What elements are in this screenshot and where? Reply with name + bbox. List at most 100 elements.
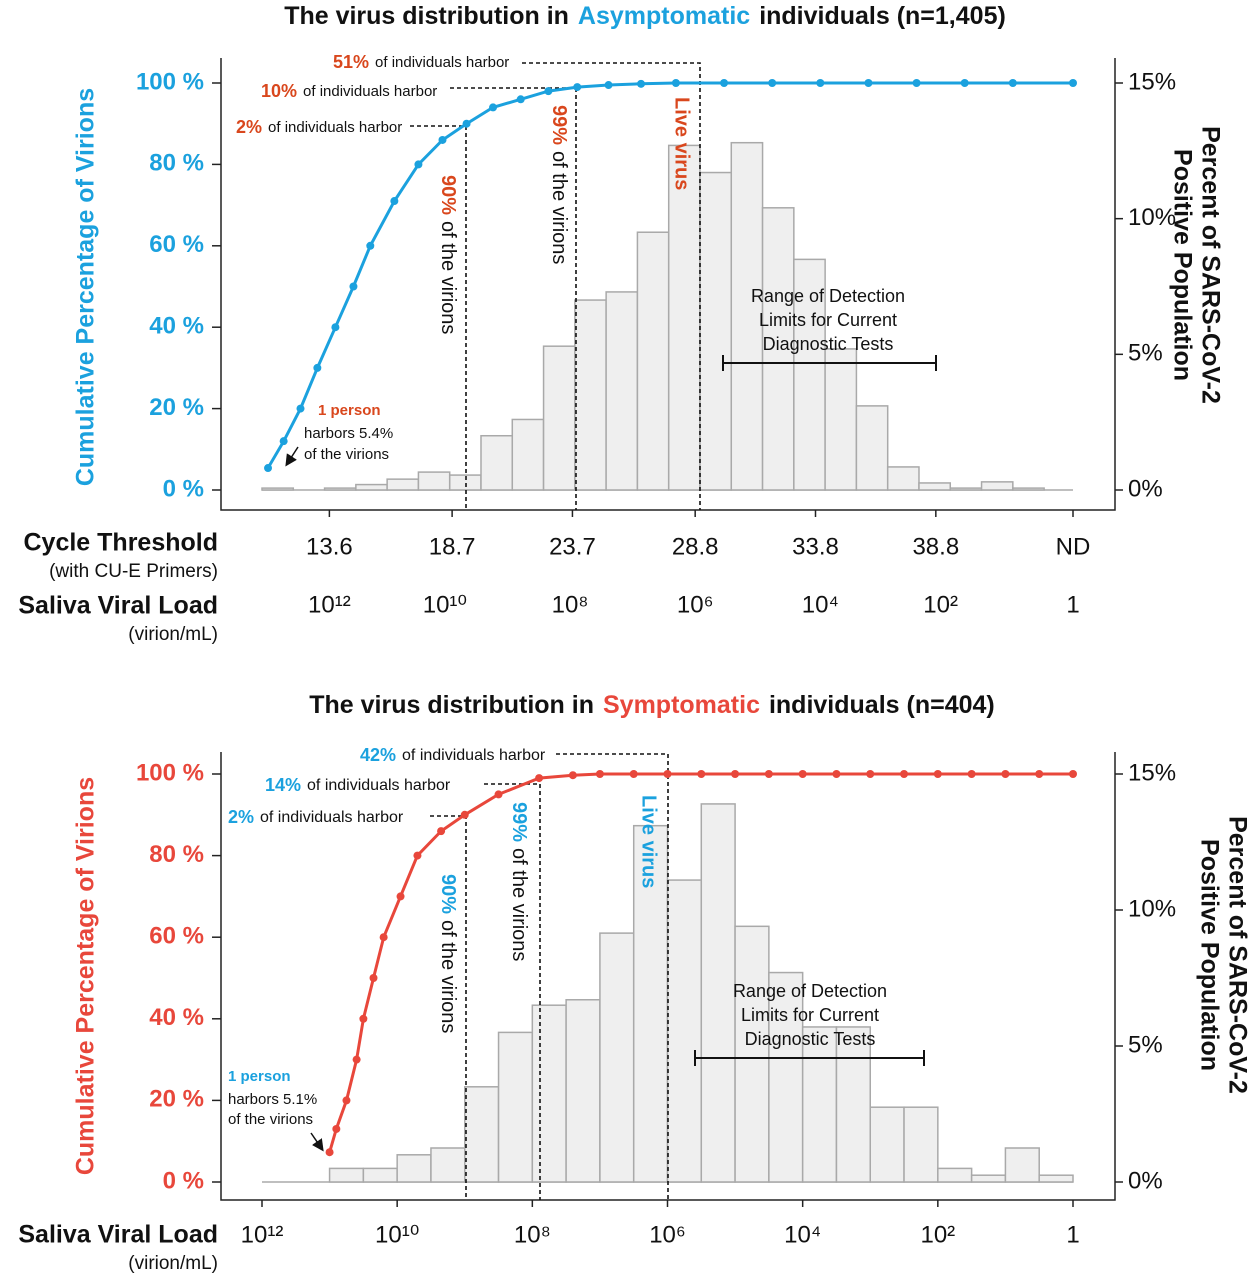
cumulative-point bbox=[960, 79, 969, 87]
cumulative-point bbox=[637, 79, 646, 88]
one-person: 1 person bbox=[228, 1068, 291, 1085]
y2-tick-label: 0% bbox=[1128, 475, 1163, 502]
live-virus: Live virus bbox=[671, 97, 693, 190]
virions-text: of the virions bbox=[437, 920, 459, 1033]
bar bbox=[636, 231, 670, 491]
dashed-guide bbox=[522, 62, 701, 510]
cumulative-point bbox=[369, 974, 378, 982]
detection-range bbox=[694, 1050, 925, 1066]
y2-tick-label: 10% bbox=[1128, 204, 1176, 231]
virions-text: of the virions bbox=[548, 151, 570, 264]
x-axis-note: (with CU-E Primers) bbox=[49, 561, 218, 582]
cumulative-point bbox=[629, 770, 638, 778]
title-tail: individuals (n=404) bbox=[769, 691, 995, 719]
bar bbox=[430, 1147, 466, 1183]
harbor-note: 10% of individuals harbor bbox=[261, 81, 437, 101]
cumulative-point bbox=[720, 79, 729, 87]
harbor-text: of individuals harbor bbox=[303, 83, 437, 100]
detection-note: Range of Detection bbox=[751, 286, 905, 306]
x2-tick-label: 10¹² bbox=[308, 591, 351, 618]
x2-tick-label: 10⁶ bbox=[677, 591, 714, 618]
cumulative-point bbox=[494, 790, 503, 799]
cumulative-line bbox=[266, 81, 1073, 469]
harbor-text: of individuals harbor bbox=[260, 809, 404, 826]
bar bbox=[542, 345, 576, 491]
x2-tick-label: 1 bbox=[1066, 591, 1079, 618]
harbor-text: of individuals harbor bbox=[307, 777, 451, 794]
x-tick-label: 10⁸ bbox=[514, 1221, 551, 1248]
cumulative-point bbox=[900, 770, 909, 778]
bar bbox=[1038, 1174, 1074, 1183]
y2-axis-label: Positive Population bbox=[1168, 149, 1196, 381]
cumulative-point bbox=[967, 770, 976, 778]
cumulative-point bbox=[332, 1124, 341, 1133]
title-lead: The virus distribution in bbox=[284, 2, 569, 30]
cumulative-point bbox=[816, 79, 825, 87]
y2-tick-label: 0% bbox=[1128, 1167, 1163, 1194]
detection-note: Limits for Current bbox=[741, 1005, 879, 1025]
y-tick-label: 100 % bbox=[136, 68, 204, 95]
bar bbox=[362, 1167, 398, 1183]
one-person: harbors 5.1% bbox=[228, 1091, 317, 1108]
dashed-guide bbox=[556, 753, 669, 1200]
annotations: 42% of individuals harbor 14% of individua… bbox=[228, 745, 925, 1200]
y2-tick-label: 15% bbox=[1128, 68, 1176, 95]
bar bbox=[700, 803, 736, 1183]
y2-axis-label: Percent of SARS-CoV-2 bbox=[1196, 126, 1224, 404]
chart-title: The virus distribution in Asymptomatic ind… bbox=[284, 2, 1006, 30]
cumulative-point bbox=[359, 1014, 368, 1023]
x-tick-label: 38.8 bbox=[912, 533, 959, 560]
y-tick-label: 60 % bbox=[149, 231, 204, 258]
axes-frame bbox=[220, 58, 1116, 511]
bar bbox=[261, 487, 295, 491]
title-lead: The virus distribution in bbox=[309, 691, 594, 719]
bar bbox=[531, 1004, 567, 1183]
bar bbox=[730, 141, 764, 491]
bar bbox=[323, 487, 357, 491]
chart-title: The virus distribution in Symptomatic indi… bbox=[309, 691, 994, 719]
x-tick-label: 10¹⁰ bbox=[375, 1221, 419, 1248]
cumulative-point bbox=[866, 770, 875, 778]
x2-axis-note: (virion/mL) bbox=[128, 624, 218, 645]
one-person: of the virions bbox=[304, 446, 389, 463]
harbor-pct: 2% bbox=[236, 117, 262, 137]
cumulative-point bbox=[671, 79, 680, 87]
arrow bbox=[285, 446, 299, 467]
one-person: of the virions bbox=[228, 1111, 313, 1128]
cumulative-point bbox=[279, 437, 288, 446]
live-virus: Live virus bbox=[638, 795, 660, 888]
x-tick-label: 28.8 bbox=[672, 533, 719, 560]
title-tail: individuals (n=1,405) bbox=[759, 2, 1006, 30]
y-tick-label: 60 % bbox=[149, 923, 204, 950]
harbor-pct: 42% bbox=[360, 745, 396, 765]
bar bbox=[886, 466, 920, 491]
x-tick-label: 10² bbox=[920, 1221, 955, 1248]
y-tick-label: 80 % bbox=[149, 841, 204, 868]
bar bbox=[855, 405, 889, 491]
cumulative-point bbox=[1035, 770, 1044, 778]
bar bbox=[417, 471, 451, 491]
x2-tick-label: 10² bbox=[923, 591, 958, 618]
chart-symptomatic: The virus distribution in Symptomatic indi… bbox=[18, 691, 1250, 1274]
bar bbox=[565, 999, 601, 1183]
x-axis-label: Saliva Viral Load bbox=[18, 1221, 218, 1249]
harbor-note: 14% of individuals harbor bbox=[265, 775, 451, 795]
cumulative-point bbox=[663, 770, 672, 778]
virions-text: of the virions bbox=[437, 221, 459, 334]
cumulative-point bbox=[535, 774, 544, 783]
virions-note: 99% of the virions bbox=[508, 802, 530, 961]
title-group: Symptomatic bbox=[603, 691, 760, 719]
bar bbox=[632, 824, 669, 1183]
bar bbox=[937, 1167, 973, 1183]
cumulative-point bbox=[516, 95, 525, 104]
bar bbox=[396, 1154, 432, 1183]
harbor-note: 2% of individuals harbor bbox=[236, 117, 402, 137]
harbor-pct: 51% bbox=[333, 52, 369, 72]
cumulative-point bbox=[489, 103, 498, 112]
y-tick-label: 40 % bbox=[149, 313, 204, 340]
y-tick-label: 100 % bbox=[136, 759, 204, 786]
dashed-guide bbox=[484, 783, 541, 1200]
harbor-note: 2% of individuals harbor bbox=[228, 807, 404, 827]
cumulative-point bbox=[413, 851, 422, 860]
